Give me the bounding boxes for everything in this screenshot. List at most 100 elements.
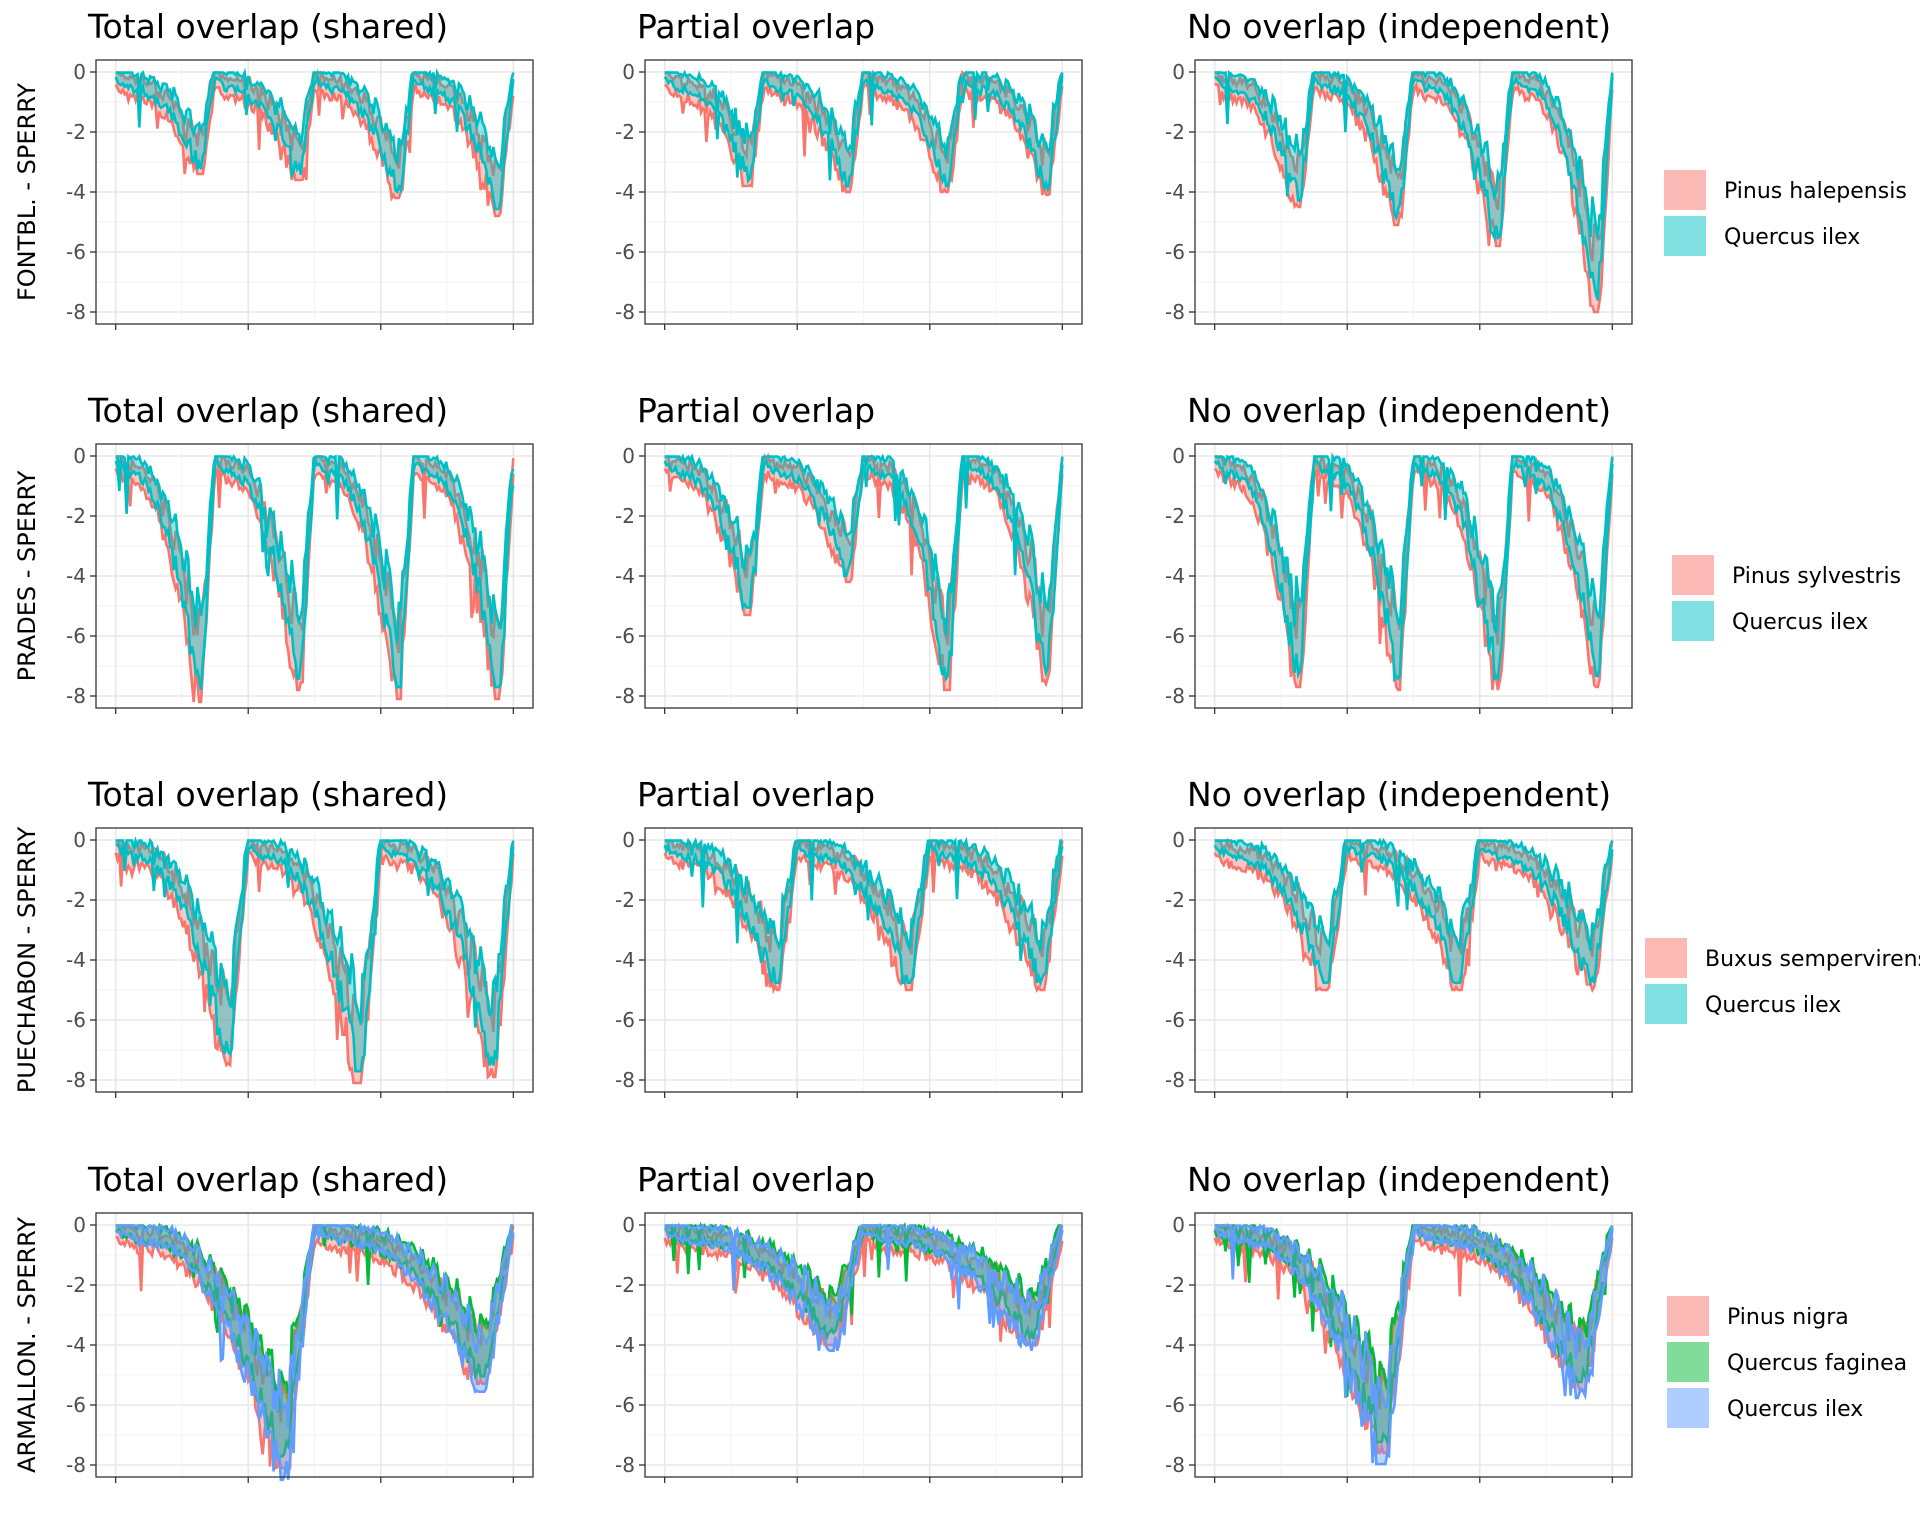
panel-title: Total overlap (shared) xyxy=(87,391,448,430)
series-line xyxy=(663,465,1064,692)
y-tick-label: -8 xyxy=(1165,300,1185,324)
panel: Total overlap (shared)0 -2 -4 -6 -8 xyxy=(66,7,534,330)
grid xyxy=(1195,828,1632,1092)
y-tick-label: -8 xyxy=(615,1453,635,1477)
y-tick-label: -2 xyxy=(66,1273,86,1297)
series-ribbon xyxy=(1214,1225,1613,1465)
series-ribbon xyxy=(664,1225,1063,1340)
panel-title: Partial overlap xyxy=(637,775,875,814)
series-ribbon xyxy=(664,1225,1063,1351)
legend: Pinus nigra Quercus faginea Quercus ilex xyxy=(1667,1296,1907,1428)
panel-title: Partial overlap xyxy=(637,7,875,46)
row-label: ARMALLON. - SPERRY xyxy=(13,1217,41,1473)
series-group xyxy=(114,836,515,1085)
y-tick-label: -6 xyxy=(1165,1008,1185,1032)
legend-swatch xyxy=(1667,1342,1709,1382)
series-line xyxy=(1213,1226,1614,1466)
y-tick-label: -2 xyxy=(1165,1273,1185,1297)
series-line xyxy=(664,836,1063,952)
series-group xyxy=(663,69,1064,197)
y-tick-label: -4 xyxy=(1165,564,1185,588)
y-tick-label: -2 xyxy=(66,120,86,144)
panel-title: Partial overlap xyxy=(637,1160,875,1199)
y-tick-label: -2 xyxy=(615,888,635,912)
panel: Total overlap (shared)0 -2 -4 -6 -8 xyxy=(66,775,534,1098)
y-tick-label: -6 xyxy=(615,1393,635,1417)
legend-label: Pinus nigra xyxy=(1727,1305,1849,1330)
y-tick-label: 0 xyxy=(73,1213,86,1237)
y-tick-label: -6 xyxy=(66,624,86,648)
panel: No overlap (independent)0 -2 -4 -6 -8 xyxy=(1165,391,1633,714)
series-ribbon xyxy=(1214,456,1613,679)
series-ribbon xyxy=(115,72,514,210)
y-tick-label: 0 xyxy=(1172,828,1185,852)
legend-label: Quercus ilex xyxy=(1724,225,1860,250)
series-ribbon xyxy=(115,1225,514,1480)
series-line xyxy=(115,841,515,1073)
series-line xyxy=(115,836,515,1024)
series-group xyxy=(663,1221,1064,1352)
y-tick-label: -4 xyxy=(615,1333,635,1357)
y-tick-label: -2 xyxy=(1165,888,1185,912)
panel-title: No overlap (independent) xyxy=(1187,1160,1611,1199)
series-line xyxy=(663,840,1064,988)
panel: No overlap (independent)0 -2 -4 -6 -8 xyxy=(1165,775,1633,1098)
series-group xyxy=(663,452,1064,692)
y-tick-label: 0 xyxy=(73,828,86,852)
row-label: FONTBL. - SPERRY xyxy=(13,83,41,301)
y-tick-label: 0 xyxy=(73,60,86,84)
series-line xyxy=(115,1221,514,1429)
legend-label: Pinus halepensis xyxy=(1724,179,1907,204)
legend-swatch xyxy=(1645,938,1687,978)
y-tick-label: -4 xyxy=(1165,948,1185,972)
row-label: PRADES - SPERRY xyxy=(13,470,41,681)
legend-swatch xyxy=(1645,984,1687,1024)
series-group xyxy=(1213,452,1614,692)
y-tick-label: -8 xyxy=(615,684,635,708)
series-ribbon xyxy=(115,840,514,1072)
y-tick-label: -4 xyxy=(1165,180,1185,204)
legend-label: Quercus faginea xyxy=(1727,1351,1907,1376)
series-line xyxy=(115,453,515,643)
series-line xyxy=(664,1223,1063,1320)
y-tick-label: -4 xyxy=(615,564,635,588)
legend: Buxus sempervirens Quercus ilex xyxy=(1645,938,1920,1024)
series-line xyxy=(114,1224,515,1482)
y-tick-label: -4 xyxy=(615,180,635,204)
y-tick-label: -8 xyxy=(615,300,635,324)
y-tick-label: 0 xyxy=(73,444,86,468)
series-ribbon xyxy=(1214,72,1613,301)
series-line xyxy=(1214,69,1614,239)
grid xyxy=(645,60,1082,324)
y-tick-label: -4 xyxy=(66,564,86,588)
legend: Pinus sylvestris Quercus ilex xyxy=(1672,555,1901,641)
y-tick-label: -2 xyxy=(615,504,635,528)
y-tick-label: -2 xyxy=(1165,504,1185,528)
y-tick-label: -4 xyxy=(66,180,86,204)
panel: Total overlap (shared)0 -2 -4 -6 -8 xyxy=(66,391,534,714)
y-tick-label: 0 xyxy=(622,444,635,468)
y-tick-label: 0 xyxy=(1172,60,1185,84)
legend: Pinus halepensis Quercus ilex xyxy=(1664,170,1907,256)
y-tick-label: -8 xyxy=(66,684,86,708)
y-tick-label: 0 xyxy=(622,828,635,852)
panel: No overlap (independent)0 -2 -4 -6 -8 xyxy=(1165,1160,1633,1483)
panel-title: Total overlap (shared) xyxy=(87,7,448,46)
legend-label: Quercus ilex xyxy=(1705,993,1841,1018)
series-line xyxy=(664,1228,1064,1352)
y-tick-label: -4 xyxy=(66,1333,86,1357)
series-group xyxy=(663,836,1064,995)
y-tick-label: -2 xyxy=(66,504,86,528)
series-line xyxy=(114,83,515,218)
panel: Total overlap (shared)0 -2 -4 -6 -8 xyxy=(66,1160,534,1483)
y-tick-label: 0 xyxy=(1172,1213,1185,1237)
panel-title: No overlap (independent) xyxy=(1187,391,1611,430)
series-line xyxy=(1213,843,1614,987)
series-group xyxy=(1213,1222,1614,1466)
y-tick-label: -8 xyxy=(66,1453,86,1477)
legend-swatch xyxy=(1672,555,1714,595)
y-tick-label: -2 xyxy=(66,888,86,912)
